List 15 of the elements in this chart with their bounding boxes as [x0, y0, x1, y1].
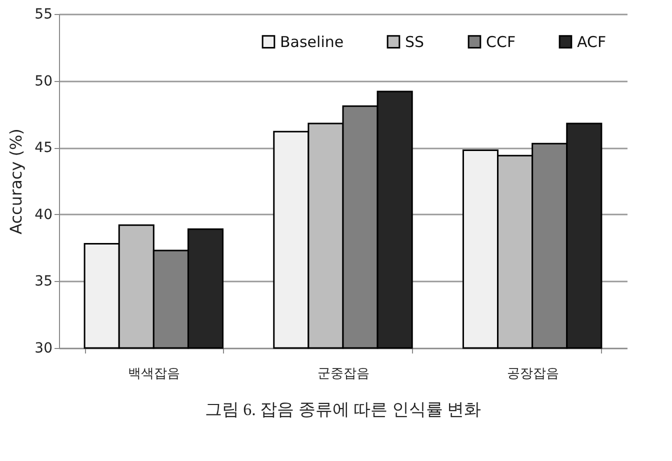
legend-label: Baseline	[280, 32, 344, 51]
y-tick-label: 30	[34, 340, 52, 356]
legend-label: CCF	[486, 32, 516, 51]
y-tick-label: 50	[34, 73, 52, 90]
legend-label: SS	[405, 32, 424, 51]
y-tick-label: 45	[34, 140, 52, 156]
y-axis-title: Accuracy (%)	[6, 128, 26, 234]
y-tick-label: 35	[34, 274, 52, 290]
x-tick-label: 군중잡음	[318, 366, 370, 382]
legend-label: ACF	[577, 32, 606, 51]
y-tick-label: 55	[34, 6, 52, 22]
y-tick-label: 40	[34, 206, 52, 223]
x-tick-label: 백색잡음	[128, 366, 180, 382]
caption: 그림 6. 잡음 종류에 따른 인식률 변화	[204, 400, 482, 419]
x-tick-label: 공장잡음	[506, 366, 559, 382]
